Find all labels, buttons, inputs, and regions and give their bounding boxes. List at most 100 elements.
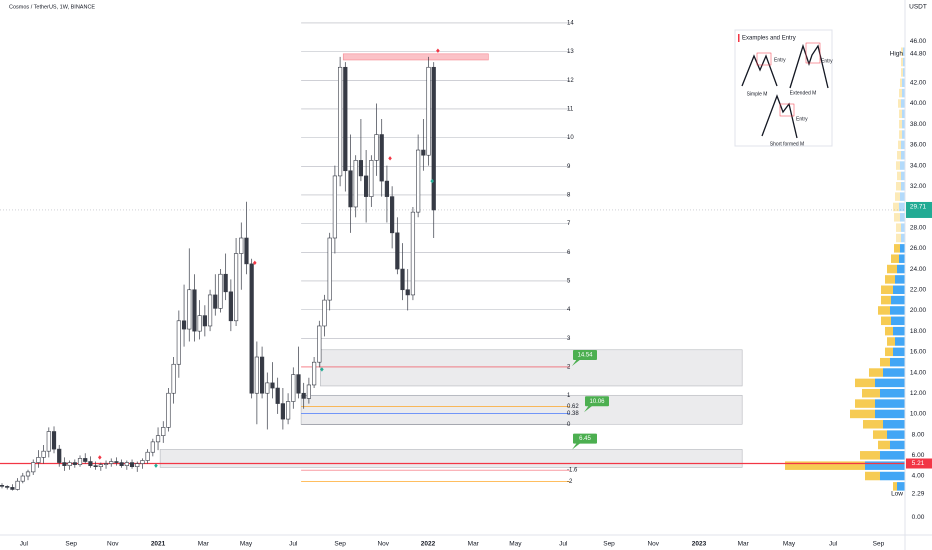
profile-down — [899, 130, 902, 139]
x-tick-label: May — [509, 541, 522, 548]
candle-body — [57, 448, 62, 463]
callout-pointer — [584, 405, 593, 413]
x-tick-label: Mar — [198, 541, 210, 548]
profile-down — [891, 254, 899, 263]
fib-label: 0.62 — [567, 404, 579, 410]
line-price-label: 5.21 — [912, 460, 925, 467]
profile-up — [900, 213, 905, 222]
x-tick-label: 2023 — [692, 541, 707, 548]
profile-up — [899, 254, 905, 263]
candle-body — [239, 237, 244, 254]
fib-label: 9 — [567, 164, 571, 170]
candle-body — [332, 175, 338, 239]
profile-up — [875, 378, 905, 388]
candle-body — [98, 464, 103, 468]
profile-up — [895, 275, 905, 284]
candle-body — [88, 461, 93, 466]
profile-up — [901, 182, 905, 191]
profile-up — [890, 306, 905, 315]
y-tick-label: 42.00 — [910, 80, 927, 87]
profile-up — [883, 368, 905, 377]
profile-down — [901, 47, 903, 56]
zone — [342, 53, 489, 61]
inset-title: Examples and Entry — [742, 36, 796, 42]
y-tick-label: 20.00 — [910, 307, 927, 314]
profile-down — [897, 171, 901, 181]
candle-body — [83, 458, 88, 462]
profile-up — [901, 99, 905, 108]
callout-pointer — [572, 442, 581, 450]
fib-label: 7 — [567, 221, 571, 227]
x-tick-label: May — [240, 541, 253, 548]
profile-up — [893, 347, 905, 357]
x-tick-label: Jul — [20, 541, 29, 548]
inset-label: Short formed M — [770, 141, 804, 147]
profile-down — [881, 285, 893, 294]
profile-up — [895, 337, 905, 346]
fib-label: 12 — [567, 78, 574, 84]
candle-body — [0, 485, 5, 487]
profile-down — [901, 68, 903, 77]
zone — [300, 394, 743, 425]
y-tick-label: 46.00 — [910, 38, 927, 45]
candle-body — [103, 463, 109, 465]
x-tick-label: 2021 — [151, 541, 166, 548]
profile-up — [890, 440, 905, 450]
candle-body — [249, 263, 254, 394]
candle-body — [311, 361, 317, 386]
candle-body — [41, 450, 46, 458]
extreme-name: Low — [891, 490, 903, 497]
profile-down — [897, 150, 901, 160]
candle-body — [150, 441, 155, 453]
profile-down — [873, 430, 887, 439]
signal — [430, 178, 434, 184]
candle-body — [114, 461, 119, 463]
x-tick-label: Sep — [603, 541, 615, 548]
fib-label: 0.38 — [567, 411, 579, 417]
fib-label: 4 — [567, 307, 571, 313]
candle-body — [301, 392, 306, 399]
candle-body — [181, 320, 187, 330]
y-tick-label: 38.00 — [910, 121, 927, 128]
candle-body — [109, 461, 114, 464]
profile-up — [880, 471, 905, 481]
candle-body — [327, 237, 332, 301]
candle-body — [348, 170, 353, 208]
x-tick-label: Sep — [873, 541, 885, 548]
profile-up — [890, 357, 905, 367]
y-tick-label: 4.00 — [912, 473, 925, 480]
signal — [320, 367, 324, 372]
last-price-label: 29.71 — [910, 204, 927, 211]
profile-up — [893, 326, 905, 336]
profile-up — [900, 192, 905, 201]
fib-label: 5 — [567, 279, 571, 285]
profile-down — [855, 399, 875, 408]
x-tick-label: May — [783, 541, 796, 548]
x-tick-label: Jul — [829, 541, 838, 548]
x-tick-label: 2022 — [421, 541, 436, 548]
candle-body — [405, 289, 410, 296]
profile-down — [863, 420, 883, 429]
fib-label: 11 — [567, 107, 574, 113]
signal — [252, 260, 257, 266]
profile-down — [895, 192, 900, 201]
fib-label: 0 — [567, 422, 571, 428]
callout — [573, 349, 597, 360]
profile-up — [900, 161, 905, 170]
candle-body — [426, 66, 431, 156]
profile-down — [860, 451, 880, 460]
candle-body — [202, 315, 207, 327]
candle-body — [421, 149, 426, 156]
profile-up — [891, 316, 905, 326]
profile-down — [894, 244, 900, 253]
y-tick-label: 28.00 — [910, 224, 927, 231]
fib-label: 1 — [567, 393, 571, 399]
profile-down — [898, 140, 901, 150]
y-tick-label: 6.00 — [912, 452, 925, 459]
profile-up — [891, 295, 905, 305]
currency: USDT — [909, 4, 927, 11]
candle-body — [317, 325, 322, 363]
candle-body — [369, 160, 374, 197]
profile-down — [862, 388, 880, 398]
profile-down — [893, 202, 899, 212]
